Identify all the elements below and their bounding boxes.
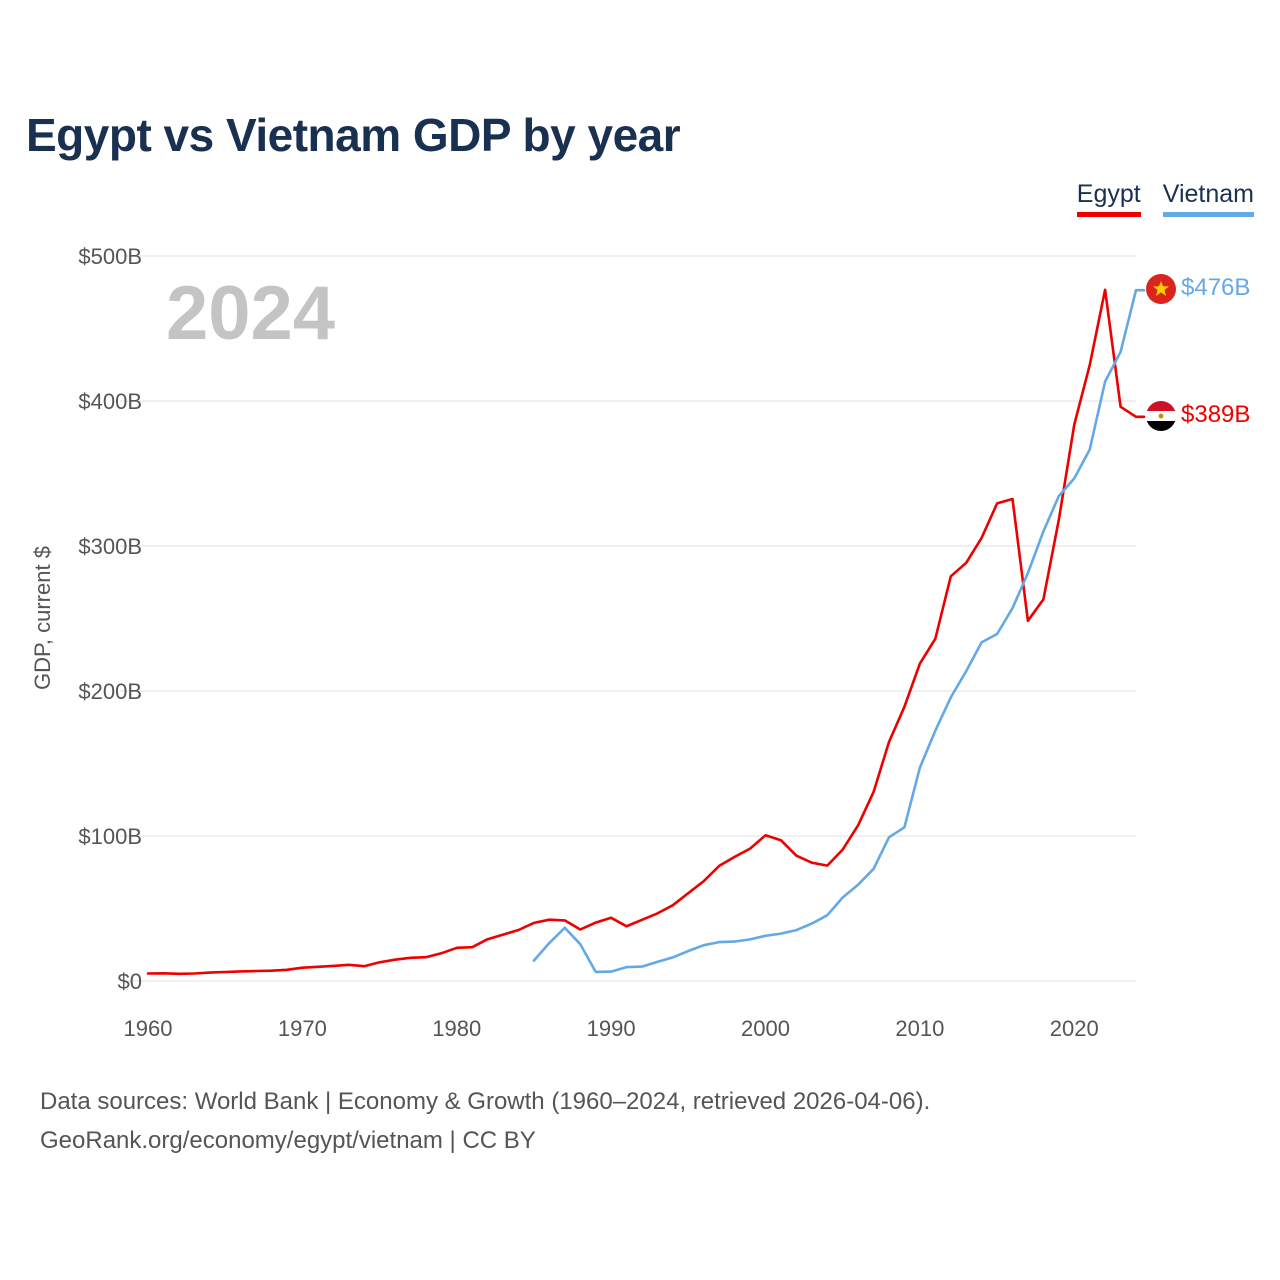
end-label-vietnam: $476B <box>1181 274 1250 301</box>
y-tick-label: $100B <box>78 824 142 849</box>
data-sources-note: Data sources: World Bank | Economy & Gro… <box>40 1088 931 1115</box>
footer: Data sources: World Bank | Economy & Gro… <box>40 1082 930 1160</box>
gridlines <box>120 255 1136 982</box>
x-tick-label: 1990 <box>587 1016 636 1041</box>
x-tick-label: 1980 <box>432 1016 481 1041</box>
x-tick-label: 2010 <box>895 1016 944 1041</box>
x-tick-label: 1960 <box>124 1016 173 1041</box>
series-line-egypt <box>146 288 1146 976</box>
y-tick-label: $300B <box>78 534 142 559</box>
source-link[interactable]: GeoRank.org/economy/egypt/vietnam | CC B… <box>40 1127 536 1154</box>
series-line-vietnam <box>532 288 1146 974</box>
y-tick-label: $0 <box>118 969 142 994</box>
year-watermark: 2024 <box>166 271 335 356</box>
end-markers: $476B $389B <box>1146 274 1250 431</box>
chart-title: Egypt vs Vietnam GDP by year <box>26 109 681 161</box>
vietnam-flag-icon <box>1146 274 1176 304</box>
legend: Egypt Vietnam <box>1076 180 1254 217</box>
y-tick-label: $500B <box>78 244 142 269</box>
legend-item-vietnam[interactable]: Vietnam <box>1162 180 1254 217</box>
legend-item-egypt[interactable]: Egypt <box>1076 180 1141 217</box>
end-label-egypt: $389B <box>1181 401 1250 428</box>
x-tick-label: 2020 <box>1050 1016 1099 1041</box>
x-axis: 1960 1970 1980 1990 2000 2010 2020 <box>124 1016 1099 1041</box>
y-tick-label: $400B <box>78 389 142 414</box>
x-tick-label: 1970 <box>278 1016 327 1041</box>
egypt-flag-icon <box>1146 401 1176 431</box>
series-lines <box>146 288 1146 976</box>
y-tick-label: $200B <box>78 679 142 704</box>
y-axis: $0 $100B $200B $300B $400B $500B <box>78 244 142 994</box>
x-tick-label: 2000 <box>741 1016 790 1041</box>
y-axis-label: GDP, current $ <box>30 546 55 690</box>
